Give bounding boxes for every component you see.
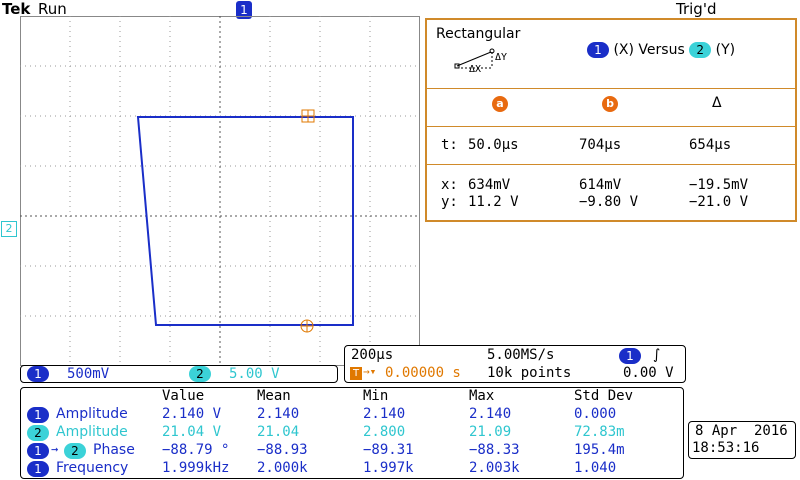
xy-text2: (Y): [715, 42, 736, 58]
y-b-value: −9.80 V: [579, 194, 639, 210]
col-delta-label: Δ: [712, 95, 722, 111]
record-length: 10k points: [487, 365, 572, 381]
cursor-mode-label: Rectangular: [436, 26, 521, 42]
row-value: −88.79 °: [162, 442, 230, 458]
panel-divider-1: [427, 88, 795, 89]
x-a-value: 634mV: [468, 177, 511, 193]
row-stddev: 72.83m: [574, 424, 625, 440]
row-channel-badge-2: 2: [64, 443, 86, 459]
delta-y-label: ΔY: [495, 52, 508, 63]
trigger-arrow-icon: →▾: [363, 365, 377, 378]
sample-rate: 5.00MS/s: [487, 347, 555, 363]
row-mean: 21.04: [257, 424, 300, 440]
y-a-value: 11.2 V: [468, 194, 519, 210]
rectangular-cursor-icon: [454, 48, 495, 69]
y-delta-value: −21.0 V: [689, 194, 749, 210]
time-label: 18:53:16: [692, 440, 760, 456]
trigger-state: Trig'd: [676, 0, 717, 18]
row-max: 2.003k: [469, 460, 520, 476]
trigger-position-marker[interactable]: 1: [236, 1, 252, 19]
col-b-badge: b: [602, 96, 618, 112]
header-value: Value: [162, 388, 205, 404]
xy-text1: (X) Versus: [613, 42, 685, 58]
timebase-box[interactable]: 200µs 5.00MS/s 1 ∫ T →▾ 0.00000 s 10k po…: [344, 345, 686, 383]
trigger-position-icon-label: T: [352, 368, 360, 379]
row-min: 1.997k: [363, 460, 414, 476]
row-value: 21.04 V: [162, 424, 222, 440]
ch2-badge[interactable]: 2: [189, 366, 211, 382]
row-max: 21.09: [469, 424, 512, 440]
x-b-value: 614mV: [579, 177, 622, 193]
row-mean: 2.000k: [257, 460, 308, 476]
row-channel-badge: 2: [27, 425, 49, 441]
row-stddev: 195.4m: [574, 442, 625, 458]
trigger-slope-icon[interactable]: ∫: [653, 347, 661, 363]
date-label: 8 Apr 2016: [695, 423, 788, 439]
brand-label: Tek: [2, 0, 31, 18]
ch1-scale[interactable]: 500mV: [67, 366, 110, 382]
panel-divider-2: [427, 126, 795, 127]
xy-ch2-badge: 2: [689, 42, 712, 58]
trigger-level[interactable]: 0.00 V: [623, 365, 674, 381]
trigger-position[interactable]: 0.00000 s: [385, 365, 461, 381]
t-a-value: 50.0µs: [468, 137, 519, 153]
delta-x-label: ΔX: [469, 64, 482, 75]
row-name: Phase: [93, 442, 135, 458]
col-a-label: a: [496, 97, 504, 110]
panel-divider-3: [427, 164, 795, 165]
header-mean: Mean: [257, 388, 291, 404]
ch1-badge[interactable]: 1: [27, 366, 49, 382]
col-b-label: b: [606, 97, 614, 110]
row-max: −88.33: [469, 442, 520, 458]
row-max: 2.140: [469, 406, 512, 422]
col-a-badge: a: [492, 96, 508, 112]
graticule-grid: [20, 16, 420, 366]
header-min: Min: [363, 388, 389, 404]
row-stddev: 0.000: [574, 406, 617, 422]
cursor-readout-panel: Rectangular ΔY ΔX 1 (X) Versus 2 (Y) a b…: [425, 18, 797, 222]
row-mean: −88.93: [257, 442, 308, 458]
row-min: 2.140: [363, 406, 406, 422]
xy-ch1-badge: 1: [587, 42, 609, 58]
x-label: x:: [441, 177, 458, 193]
row-channel-badge: 1: [27, 407, 49, 423]
y-label: y:: [441, 194, 458, 210]
datetime-box: 8 Apr 2016 18:53:16: [688, 421, 796, 459]
row-name: Amplitude: [56, 406, 128, 422]
header-stddev: Std Dev: [574, 388, 634, 404]
run-state: Run: [38, 0, 67, 18]
row-min: −89.31: [363, 442, 414, 458]
row-stddev: 1.040: [574, 460, 617, 476]
row-name: Amplitude: [56, 424, 128, 440]
t-b-value: 704µs: [579, 137, 622, 153]
trigger-position-icon: T: [350, 367, 362, 380]
ch2-scale[interactable]: 5.00 V: [229, 366, 280, 382]
row-name: Frequency: [56, 460, 129, 476]
trigger-marker-label: 1: [240, 3, 248, 17]
arrow-icon: →: [51, 442, 59, 456]
xy-mode-label: 1 (X) Versus 2 (Y): [587, 42, 735, 58]
cursor-a-marker: [301, 109, 315, 123]
ch2-marker-label: 2: [5, 222, 13, 235]
row-value: 1.999kHz: [162, 460, 230, 476]
row-min: 2.800: [363, 424, 406, 440]
channel-scale-bar[interactable]: 1 500mV 2 5.00 V: [20, 365, 338, 383]
xy-trace: [136, 116, 354, 326]
measurement-table: Value Mean Min Max Std Dev 1 Amplitude 2…: [20, 387, 684, 479]
trigger-source-badge[interactable]: 1: [619, 348, 641, 364]
t-label: t:: [441, 137, 458, 153]
horizontal-scale[interactable]: 200µs: [351, 347, 394, 363]
row-channel-badge: 1: [27, 443, 49, 459]
row-mean: 2.140: [257, 406, 300, 422]
row-channel-badge: 1: [27, 461, 49, 477]
t-delta-value: 654µs: [689, 137, 732, 153]
x-delta-value: −19.5mV: [689, 177, 749, 193]
row-value: 2.140 V: [162, 406, 222, 422]
header-max: Max: [469, 388, 495, 404]
ch2-ground-marker[interactable]: 2: [1, 221, 17, 237]
cursor-b-marker: [300, 319, 314, 333]
